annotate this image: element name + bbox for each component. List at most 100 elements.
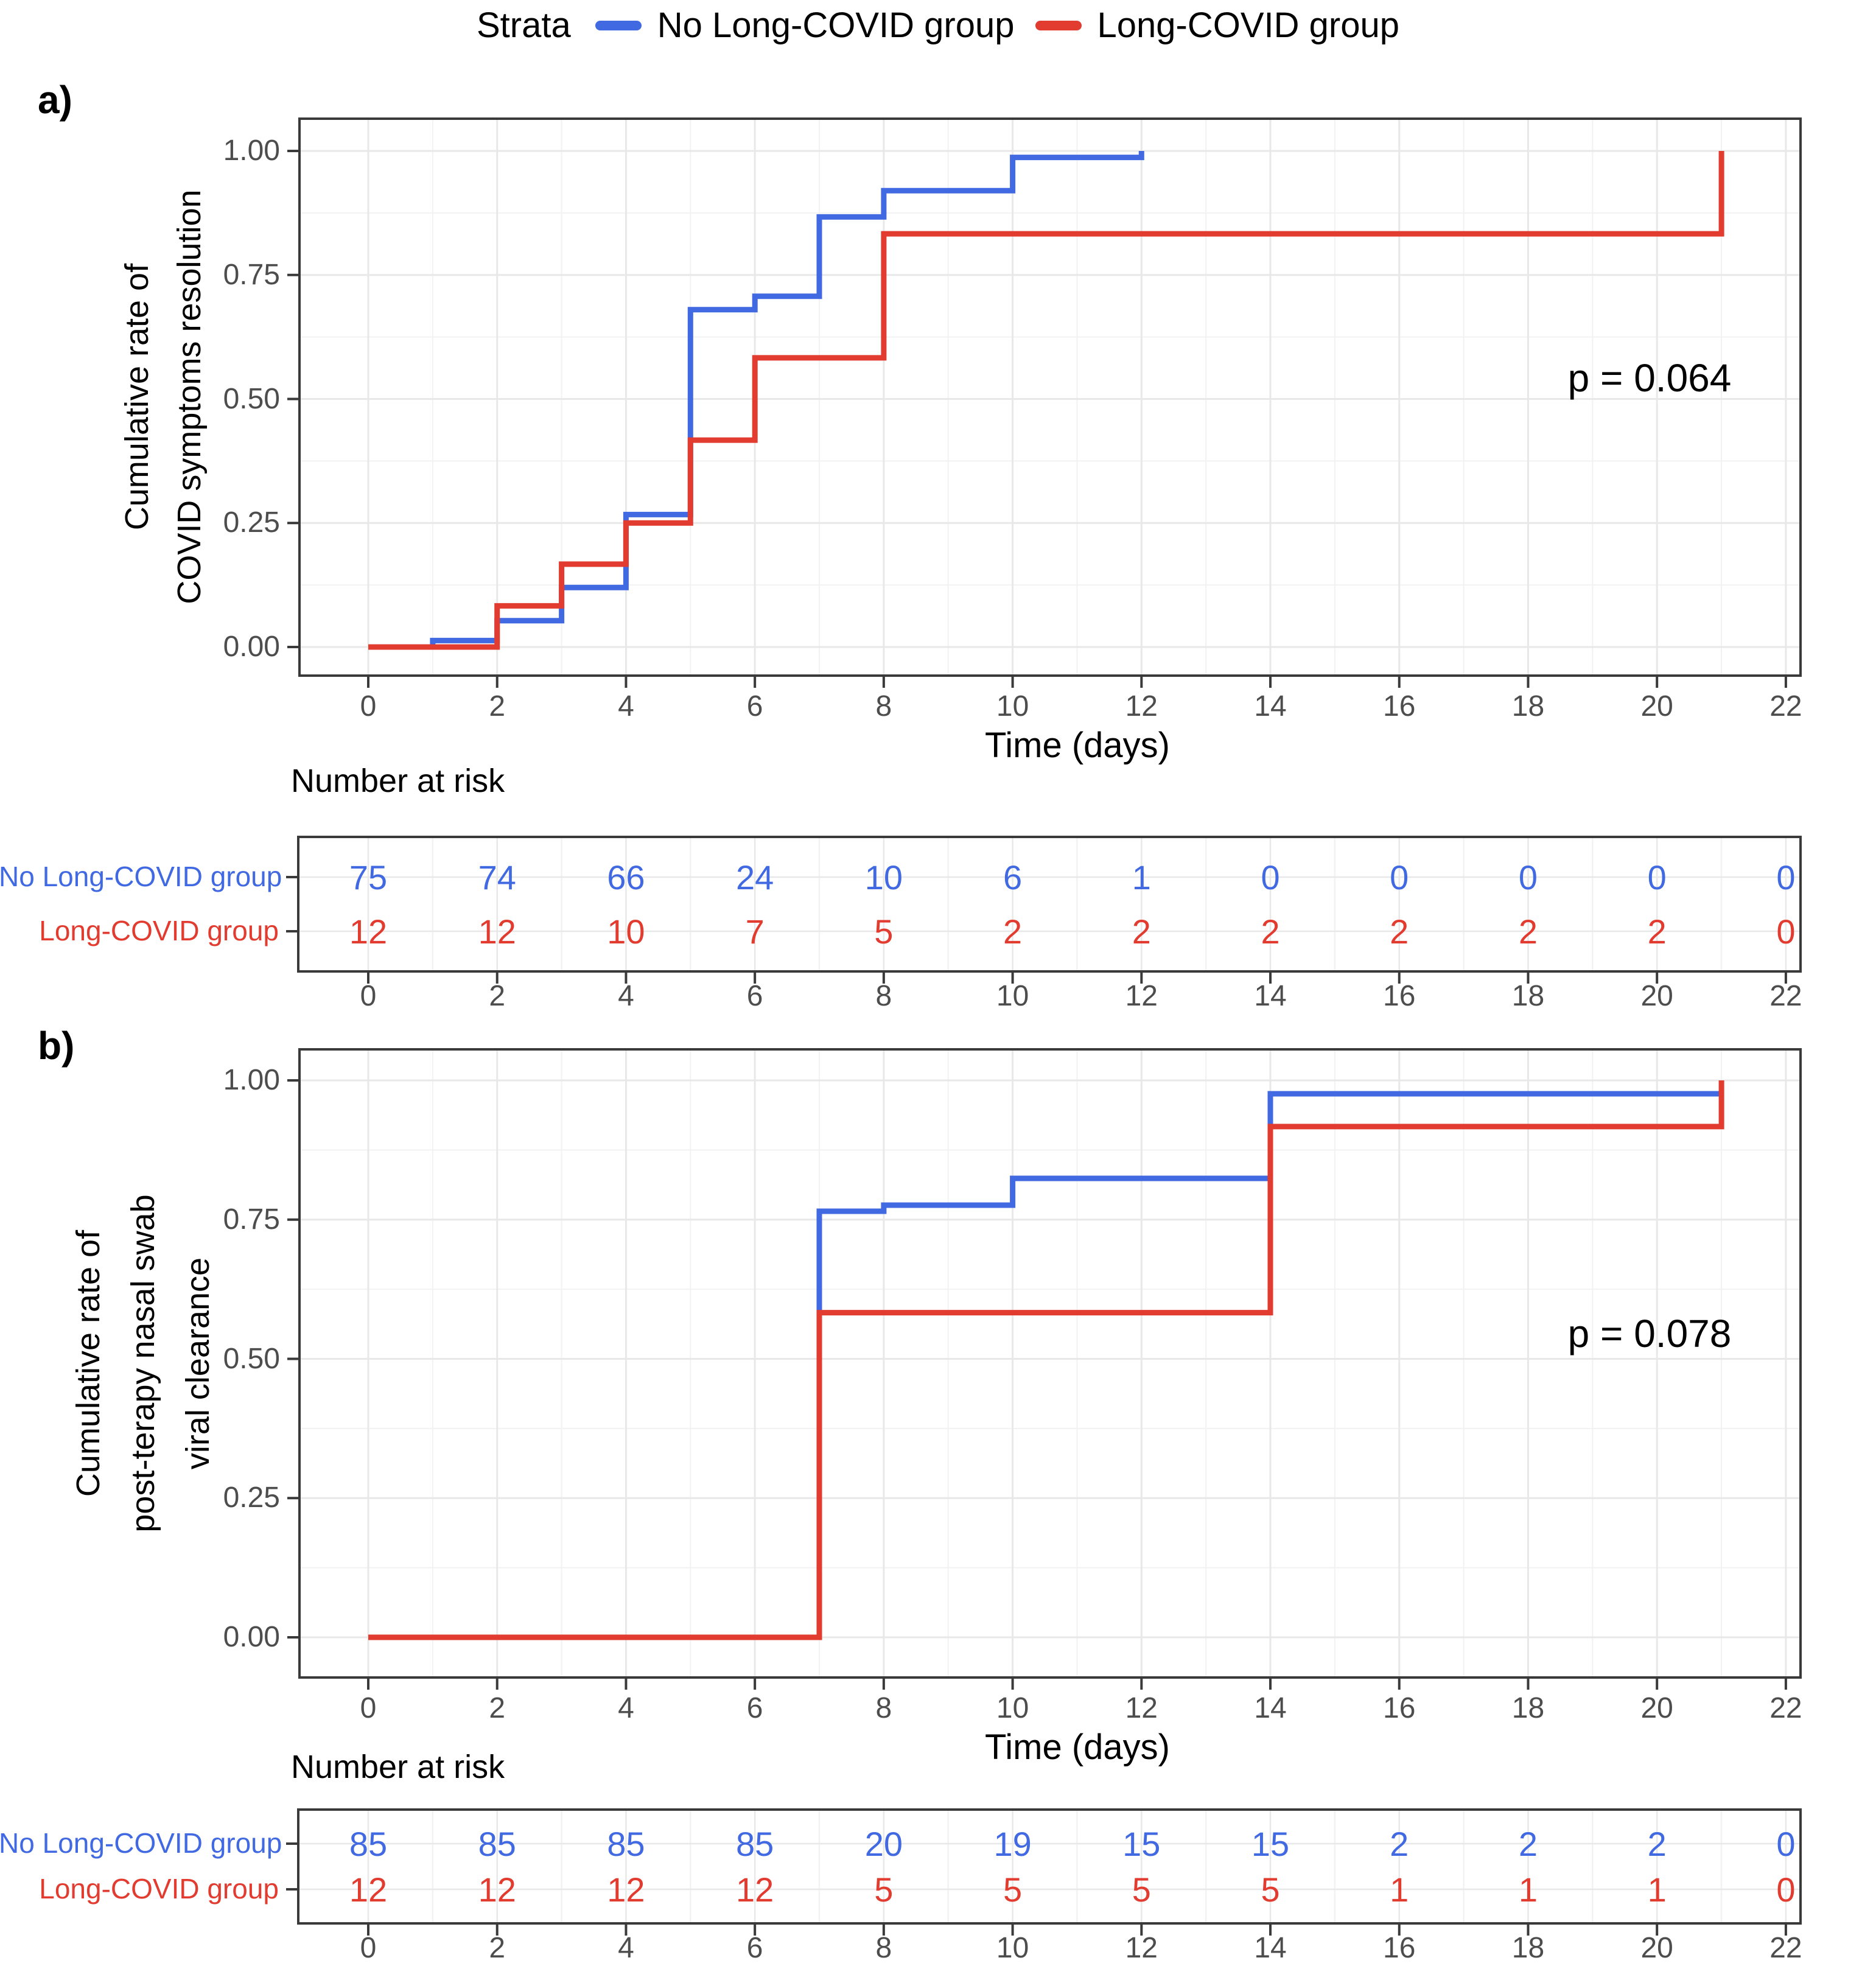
legend-item-no-long-covid: No Long-COVID group [595, 5, 1015, 46]
risk-x-tick-label: 8 [875, 980, 892, 1012]
risk-count: 2 [1518, 912, 1538, 951]
risk-count: 5 [1261, 1870, 1280, 1909]
risk-count: 6 [1003, 858, 1023, 897]
legend-item-long-covid: Long-COVID group [1035, 5, 1399, 46]
y-tick-label: 0.50 [223, 1342, 280, 1375]
panel-a-pvalue: p = 0.064 [1567, 356, 1732, 400]
risk-count: 10 [864, 858, 903, 897]
long-covid-line-key-icon [1035, 20, 1082, 30]
x-tick-label: 14 [1254, 690, 1287, 722]
risk-row-label: Long-COVID group [39, 1873, 279, 1905]
risk-count: 5 [874, 912, 894, 951]
y-tick-label: 0.25 [223, 1481, 280, 1514]
panel-border [297, 1808, 1802, 1925]
x-tick-label: 4 [618, 1692, 634, 1724]
risk-count: 12 [607, 1870, 645, 1909]
risk-count: 15 [1122, 1825, 1161, 1863]
risk-x-tick-label: 4 [618, 980, 634, 1012]
risk-count: 12 [478, 1870, 516, 1909]
risk-count: 24 [736, 858, 774, 897]
risk-count: 2 [1390, 912, 1409, 951]
risk-count: 0 [1518, 858, 1538, 897]
risk-count: 20 [864, 1825, 903, 1863]
risk-x-tick-label: 0 [360, 1932, 377, 1964]
risk-count: 0 [1647, 858, 1667, 897]
x-tick-label: 18 [1511, 690, 1545, 722]
no-long-covid-line-key-icon [595, 20, 642, 30]
risk-count: 85 [607, 1825, 645, 1863]
x-tick-label: 8 [875, 690, 892, 722]
panel-b-risk-table-title: Number at risk [291, 1749, 505, 1785]
risk-x-tick-label: 6 [746, 1932, 763, 1964]
panel-a-risk-table-title: Number at risk [291, 763, 505, 799]
y-tick-label: 0.75 [223, 258, 280, 291]
x-tick-label: 10 [996, 1692, 1029, 1724]
risk-x-tick-label: 2 [489, 980, 506, 1012]
risk-count: 2 [1132, 912, 1151, 951]
risk-row-label: Long-COVID group [39, 915, 279, 946]
risk-x-tick-label: 20 [1640, 980, 1673, 1012]
risk-x-tick-label: 18 [1511, 980, 1545, 1012]
legend-item-label: No Long-COVID group [657, 5, 1015, 45]
risk-x-tick-label: 4 [618, 1932, 634, 1964]
risk-count: 1 [1647, 1870, 1667, 1909]
risk-x-tick-label: 20 [1640, 1932, 1673, 1964]
panel-b-ytitle-line1: Cumulative rate of [69, 1230, 107, 1497]
x-tick-label: 12 [1125, 690, 1158, 722]
panel-b-xlabel: Time (days) [985, 1727, 1170, 1767]
risk-count: 5 [1003, 1870, 1023, 1909]
panel-a-ytitle-line1: Cumulative rate of [118, 263, 155, 531]
risk-count: 5 [874, 1870, 894, 1909]
x-tick-label: 10 [996, 690, 1029, 722]
x-tick-label: 0 [360, 690, 377, 722]
x-tick-label: 6 [746, 1692, 763, 1724]
risk-x-tick-label: 22 [1769, 980, 1802, 1012]
panel-a-label: a) [38, 78, 72, 122]
risk-count: 10 [607, 912, 645, 951]
legend-title: Strata [477, 5, 571, 45]
x-tick-label: 22 [1769, 1692, 1802, 1724]
y-tick-label: 0.75 [223, 1203, 280, 1236]
risk-count: 12 [478, 912, 516, 951]
x-tick-label: 18 [1511, 1692, 1545, 1724]
panel-b-ytitle-line2: post-terapy nasal swab [124, 1194, 161, 1533]
risk-count: 2 [1003, 912, 1023, 951]
panel-b-label: b) [38, 1024, 75, 1068]
x-tick-label: 2 [489, 690, 506, 722]
risk-count: 12 [349, 1870, 388, 1909]
risk-x-tick-label: 8 [875, 1932, 892, 1964]
risk-count: 2 [1261, 912, 1280, 951]
risk-count: 85 [478, 1825, 516, 1863]
panel-border [297, 836, 1802, 973]
risk-count: 66 [607, 858, 645, 897]
risk-count: 5 [1132, 1870, 1151, 1909]
risk-x-tick-label: 12 [1125, 1932, 1158, 1964]
risk-x-tick-label: 2 [489, 1932, 506, 1964]
x-tick-label: 20 [1640, 690, 1673, 722]
x-tick-label: 14 [1254, 1692, 1287, 1724]
risk-row-label: No Long-COVID group [0, 1827, 282, 1859]
risk-count: 75 [349, 858, 388, 897]
risk-x-tick-label: 14 [1254, 980, 1287, 1012]
x-tick-label: 4 [618, 690, 634, 722]
risk-x-tick-label: 12 [1125, 980, 1158, 1012]
y-tick-label: 0.00 [223, 631, 280, 663]
risk-count: 7 [745, 912, 765, 951]
x-tick-label: 2 [489, 1692, 506, 1724]
risk-count: 0 [1390, 858, 1409, 897]
panel-b-pvalue: p = 0.078 [1567, 1312, 1732, 1356]
risk-count: 2 [1390, 1825, 1409, 1863]
risk-count: 85 [736, 1825, 774, 1863]
y-tick-label: 0.25 [223, 506, 280, 539]
risk-count: 0 [1776, 912, 1796, 951]
risk-count: 74 [478, 858, 516, 897]
x-tick-label: 12 [1125, 1692, 1158, 1724]
y-tick-label: 0.50 [223, 382, 280, 415]
x-tick-label: 16 [1383, 690, 1416, 722]
x-tick-label: 6 [746, 690, 763, 722]
risk-count: 2 [1647, 1825, 1667, 1863]
y-tick-label: 1.00 [223, 1064, 280, 1096]
risk-count: 0 [1261, 858, 1280, 897]
y-tick-label: 1.00 [223, 135, 280, 167]
risk-x-tick-label: 14 [1254, 1932, 1287, 1964]
